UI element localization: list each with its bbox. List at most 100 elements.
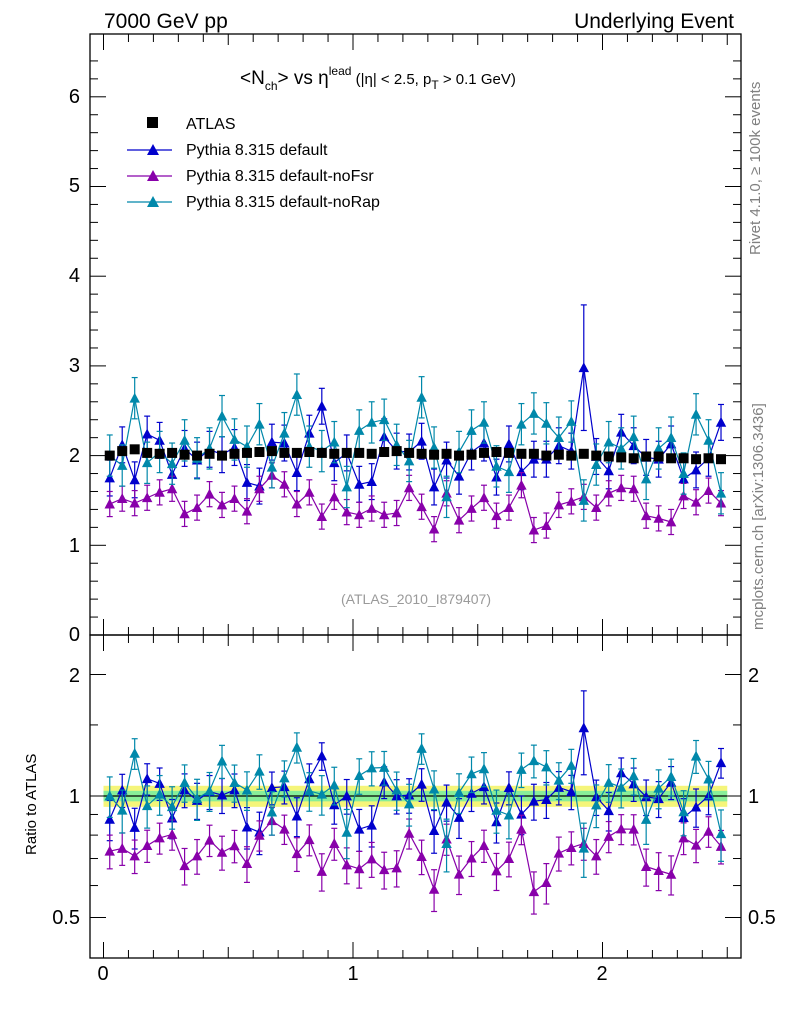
data-point [403, 455, 415, 466]
data-point [453, 514, 465, 525]
data-point [291, 467, 303, 478]
data-point [316, 400, 328, 411]
data-point [204, 488, 215, 499]
data-point [192, 450, 203, 461]
data-point [229, 433, 240, 444]
data-point [341, 506, 352, 517]
xtick-label-2: 2 [596, 963, 607, 985]
data-point [678, 806, 689, 817]
legend-marker-mc3 [147, 196, 159, 207]
data-point [416, 742, 427, 753]
data-point [154, 486, 165, 497]
data-point [216, 499, 228, 510]
data-point [591, 799, 602, 810]
data-point [640, 510, 652, 521]
ratio-tick-label-right-2: 2 [748, 665, 759, 687]
data-point [665, 771, 677, 782]
data-point [217, 450, 228, 461]
data-point [391, 507, 402, 518]
data-point [428, 783, 440, 794]
data-point [291, 389, 303, 400]
ytick-label-6: 6 [69, 86, 80, 108]
data-point [703, 825, 714, 836]
data-point [304, 447, 315, 458]
data-point [154, 832, 165, 843]
legend-label-mc2: Pythia 8.315 default-noFsr [186, 168, 374, 185]
data-point [591, 450, 602, 461]
data-point [591, 459, 602, 469]
data-point [116, 804, 128, 815]
data-point [466, 852, 477, 863]
data-point [453, 868, 465, 879]
series-line [109, 819, 722, 893]
data-point [566, 786, 577, 797]
data-point [528, 755, 540, 766]
data-point [279, 447, 290, 458]
data-point [516, 808, 527, 819]
data-point [428, 825, 440, 835]
data-point [516, 823, 527, 834]
data-point [416, 851, 427, 861]
data-point [403, 827, 415, 838]
data-point [653, 512, 664, 523]
data-point [615, 442, 627, 453]
data-point [366, 416, 377, 427]
data-point [603, 830, 614, 841]
legend: ATLAS Pythia 8.315 default Pythia 8.315 … [127, 116, 380, 211]
legend-marker-mc2 [147, 170, 159, 181]
data-point [615, 823, 627, 834]
data-point [341, 826, 352, 837]
data-point [354, 447, 365, 458]
data-point [129, 444, 140, 455]
data-point [715, 487, 727, 498]
data-point [254, 829, 265, 840]
data-point [416, 778, 427, 789]
data-point [453, 811, 465, 822]
data-point [391, 862, 402, 873]
data-point [254, 765, 265, 776]
data-point [254, 483, 265, 494]
main-series-layer [104, 304, 727, 544]
data-point [478, 447, 489, 458]
data-point [316, 447, 327, 458]
analysis-label: (ATLAS_2010_I879407) [341, 591, 491, 607]
data-point [603, 451, 614, 462]
data-point [141, 800, 153, 811]
data-point [379, 447, 390, 458]
data-point [266, 806, 278, 817]
data-point [678, 468, 689, 478]
data-point [603, 436, 614, 447]
data-point [366, 448, 377, 459]
data-point [503, 809, 515, 820]
data-point [603, 465, 614, 476]
data-point [366, 853, 377, 864]
data-point [378, 864, 390, 875]
data-point [678, 453, 689, 464]
data-point [229, 448, 240, 459]
data-point [466, 768, 477, 779]
data-point [129, 392, 140, 403]
data-point [316, 511, 328, 521]
plot-title: <Nch> vs ηlead (|η| < 2.5, pT > 0.1 GeV) [240, 64, 516, 93]
ytick-label-2: 2 [69, 445, 80, 467]
legend-marker-mc1 [147, 144, 159, 155]
data-point [216, 846, 228, 857]
ratio-y-label: Ratio to ATLAS [23, 754, 40, 855]
data-point [104, 450, 115, 461]
data-point [378, 509, 390, 520]
data-point [266, 782, 278, 793]
legend-label-mc1: Pythia 8.315 default [186, 142, 328, 159]
ratio-tick-label-2: 2 [69, 665, 80, 687]
data-point [167, 447, 178, 458]
data-point [566, 450, 577, 461]
ytick-label-3: 3 [69, 355, 80, 377]
data-point [378, 762, 390, 772]
data-point [179, 449, 190, 460]
data-point [191, 502, 203, 513]
ytick-label-0: 0 [69, 624, 80, 646]
data-point [366, 476, 377, 487]
data-point [466, 449, 477, 460]
data-point [541, 761, 552, 772]
data-point [690, 464, 702, 475]
data-point [354, 863, 365, 874]
